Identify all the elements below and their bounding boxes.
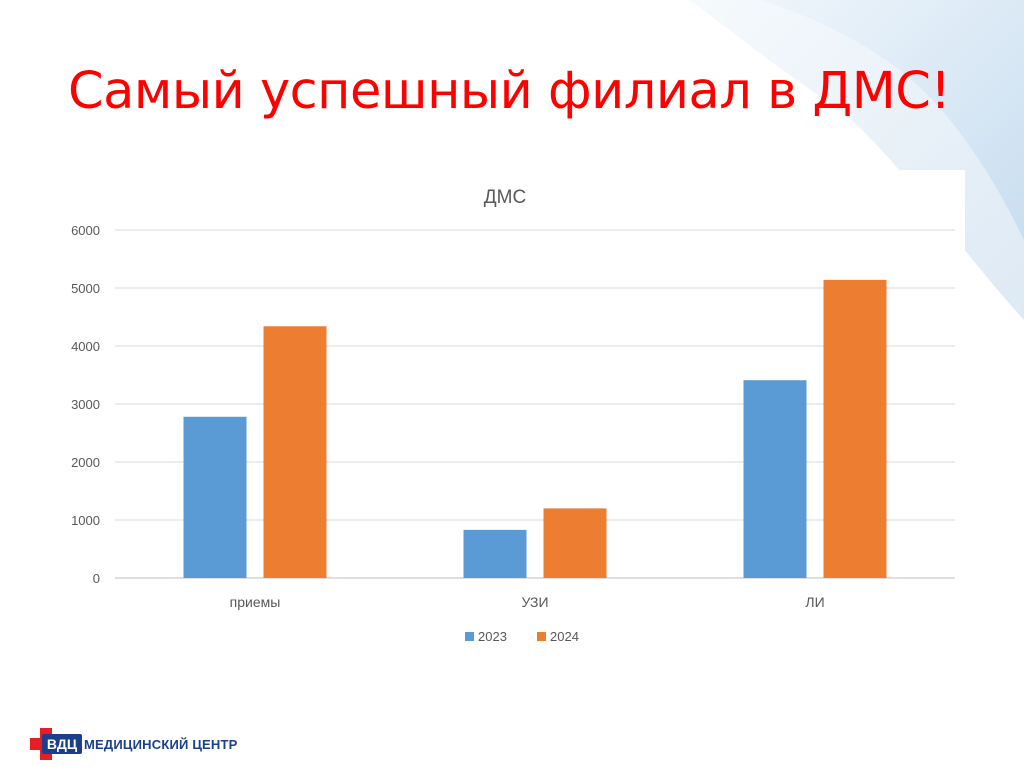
chart-title: ДМС xyxy=(484,187,526,208)
bar-2023-2 xyxy=(743,380,807,578)
bar-2023-0 xyxy=(183,416,247,578)
legend: 2023 2024 xyxy=(465,629,579,644)
logo-company-name: МЕДИЦИНСКИЙ ЦЕНТР xyxy=(84,737,238,752)
y-tick-label: 0 xyxy=(93,571,100,586)
x-tick-labels: приемы УЗИ ЛИ xyxy=(230,594,825,610)
logo-letters: ВДЦ xyxy=(47,736,78,752)
y-tick-label: 3000 xyxy=(71,397,100,412)
y-tick-label: 4000 xyxy=(71,339,100,354)
bars xyxy=(183,279,887,578)
legend-swatch-2023 xyxy=(465,632,474,641)
bar-2023-1 xyxy=(463,529,527,578)
bar-2024-0 xyxy=(263,326,327,578)
y-tick-label: 6000 xyxy=(71,223,100,238)
x-tick-label: ЛИ xyxy=(805,594,824,610)
legend-label-2024: 2024 xyxy=(550,629,579,644)
x-tick-label: приемы xyxy=(230,594,281,610)
bar-chart: ДМС 0 1000 2000 3000 4000 5000 6000 приемы УЗИ Л… xyxy=(71,187,955,644)
slide-title: Самый успешный филиал в ДМС! xyxy=(68,62,951,121)
logo-plate xyxy=(42,734,82,754)
decoration-wave-dark xyxy=(760,0,1024,240)
legend-swatch-2024 xyxy=(537,632,546,641)
bar-2024-1 xyxy=(543,508,607,578)
bar-2024-2 xyxy=(823,279,887,578)
y-tick-label: 5000 xyxy=(71,281,100,296)
y-tick-labels: 0 1000 2000 3000 4000 5000 6000 xyxy=(71,223,100,586)
grid-lines xyxy=(115,229,955,579)
x-tick-label: УЗИ xyxy=(521,594,548,610)
y-tick-label: 2000 xyxy=(71,455,100,470)
chart-area: ДМС 0 1000 2000 3000 4000 5000 6000 приемы УЗИ Л… xyxy=(0,170,965,690)
legend-label-2023: 2023 xyxy=(478,629,507,644)
y-tick-label: 1000 xyxy=(71,513,100,528)
vdc-logo: ВДЦ xyxy=(30,728,82,760)
